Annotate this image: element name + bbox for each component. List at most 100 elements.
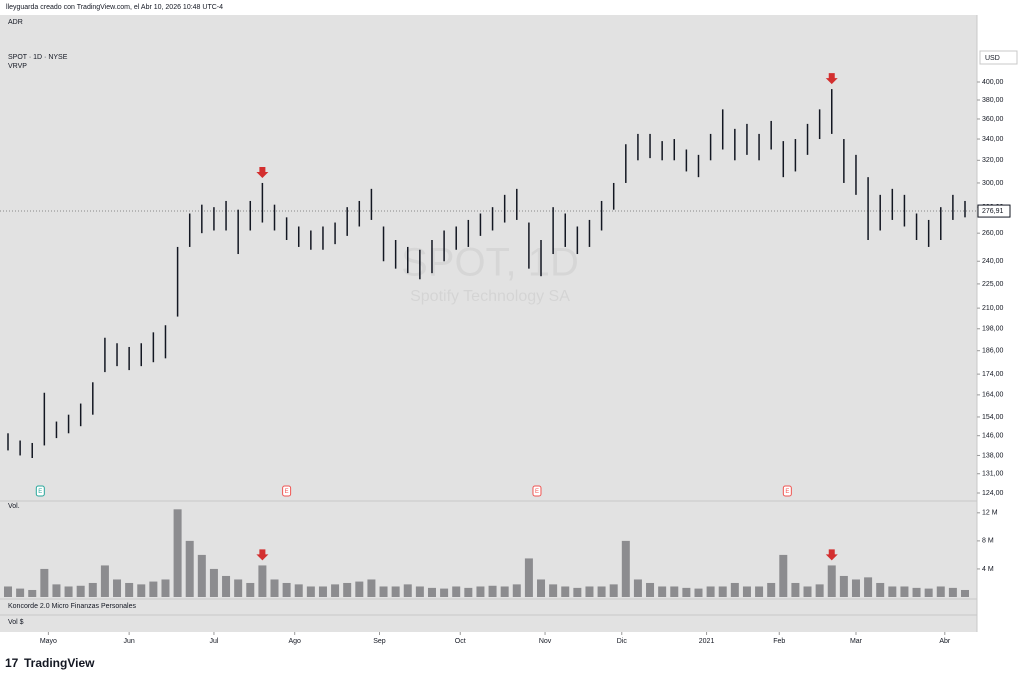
volume-bar [512,584,521,597]
volume-bar [791,582,800,597]
volume-bar [331,584,340,597]
earnings-label: E [285,489,289,495]
y-tick-label: 320,00 [982,157,1004,164]
earnings-marker [35,485,45,497]
y-tick-label: 225,00 [982,281,1004,288]
volume-bar [597,586,606,597]
x-tick-label: Abr [939,638,951,645]
earnings-label: E [535,489,539,495]
volume-bar [549,584,558,597]
volume-bar [633,579,642,597]
earnings-marker [782,485,792,497]
volume-bar [452,586,461,597]
volume-bar [403,584,412,597]
x-tick-label: Jun [123,638,134,645]
y-tick-label: 400,00 [982,79,1004,86]
volume-bar [864,577,873,597]
volume-bar [367,579,376,597]
volume-bar [246,582,255,597]
volume-bar [767,582,776,597]
volume-bar [876,582,885,597]
volume-bar [948,587,957,597]
volume-bar [682,587,691,597]
volume-bar [851,579,860,597]
x-tick-label: Dic [617,638,628,645]
y-tick-label: 154,00 [982,414,1004,421]
earnings-label: E [785,489,789,495]
volume-bar [900,586,909,597]
x-tick-label: 2021 [699,638,715,645]
volume-bar [149,581,158,597]
watermark: SPOT, 1D [401,241,579,285]
volume-bar [888,586,897,597]
volume-bar [137,584,146,597]
earnings-marker [532,485,542,497]
y-tick-label: 131,00 [982,471,1004,478]
volume-bar [173,509,182,597]
y-tick-label: 360,00 [982,116,1004,123]
y-tick-label: 210,00 [982,305,1004,312]
volume-bar [415,586,424,597]
y-tick-label: 174,00 [982,371,1004,378]
volume-bar [573,587,582,597]
x-tick-label: Oct [455,638,466,645]
credit: lleyguarda creado con TradingView.com, e… [6,4,223,11]
currency[interactable]: USD [985,55,1000,62]
volume-bar [755,586,764,597]
volume-bar [924,588,933,597]
logo[interactable]: TradingView [24,656,95,670]
volume-bar [391,586,400,597]
volume-bar [646,582,655,597]
y-tick-label: 380,00 [982,97,1004,104]
x-tick-label: Sep [373,638,386,645]
volume-bar [706,586,715,597]
volume-bar [234,579,243,597]
y-tick-label: 240,00 [982,258,1004,265]
pane-title: Koncorde 2.0 Micro Finanzas Personales [8,603,137,610]
y-tick-label: 186,00 [982,348,1004,355]
volume-bar [815,584,824,597]
volume-bar [76,585,85,597]
volume-bar [779,554,788,597]
volume-bar [318,586,327,597]
volume-bar [936,586,945,597]
volume-bar [185,540,194,597]
volume-bar [16,588,25,597]
volume-bar [694,588,703,597]
volume-bar [294,584,303,597]
volume-bar [64,586,73,597]
volume-bar [258,565,267,597]
volume-bar [524,558,533,597]
y-tick-label: 12 M [982,510,998,517]
volume-bar [379,586,388,597]
symbol-title: SPOT · 1D · NYSE [8,54,68,61]
y-tick-label: 300,00 [982,180,1004,187]
volume-bar [621,540,630,597]
plot-area [0,15,977,632]
logo-icon[interactable]: 17 [5,656,19,670]
volume-bar [306,586,315,597]
volume-bar [343,582,352,597]
volume-bar [440,588,449,597]
y-tick-label: 164,00 [982,392,1004,399]
currency-box[interactable] [979,50,1018,65]
y-tick-label: 138,00 [982,452,1004,459]
volume-bar [585,586,594,597]
volume-bar [912,587,921,597]
volume-bar [961,589,969,597]
earnings-marker [282,485,292,497]
volume-bar [161,579,170,597]
signal-arrow [825,549,838,561]
volume-bar [839,575,848,597]
volume-bar [476,586,485,597]
volume-bar [28,589,37,597]
volume-bar [730,582,739,597]
x-tick-label: Mar [850,638,863,645]
volume-bar [355,581,364,597]
y-tick-label: 198,00 [982,326,1004,333]
signal-arrow [256,166,269,178]
volume-bar [270,579,279,597]
y-tick-label: 4 M [982,566,994,573]
volume-title: Vol. [8,503,20,510]
